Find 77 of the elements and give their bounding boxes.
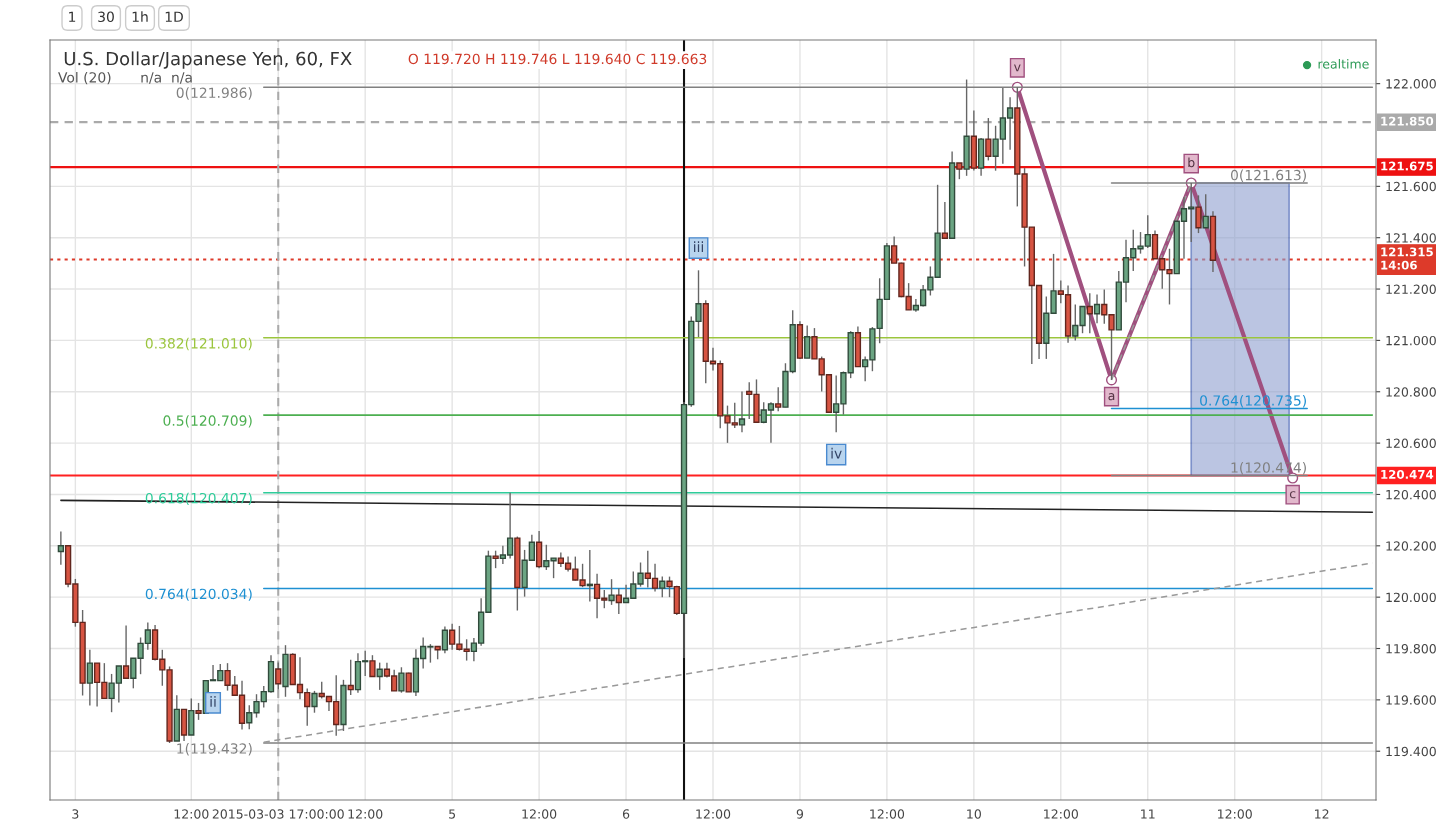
candlestick [86,649,94,707]
candlestick [659,575,666,598]
x-tick-label: 12:00 [522,809,557,819]
ref-line-label: 120.474 [1381,469,1434,479]
candlestick [122,624,130,679]
candlestick [608,578,615,606]
series-label: 1(119.432) [177,743,252,756]
y-tick-label: 120.600 [1386,438,1436,449]
candlestick [441,625,449,654]
candlestick [1086,292,1093,334]
series-label: 0(121.613) [1230,169,1306,182]
x-tick-label: 3 [72,809,79,819]
ref-line-label: 121.315 14:06 [1381,247,1433,270]
candlestick [738,390,746,434]
series-label: 0(121.986) [176,87,252,100]
text: 30 [98,11,114,23]
text: iii [694,241,703,252]
candlestick [405,671,412,693]
candlestick [57,530,65,566]
candlestick [275,661,282,691]
data-label: b [1188,157,1195,168]
candlestick [347,659,354,696]
text: ii [210,696,216,707]
candlestick [398,666,405,694]
x-tick-label: 12:00 [696,809,731,819]
candlestick [804,324,811,359]
candlestick [1093,293,1101,324]
text: 1D [165,11,183,22]
y-tick-label: 122.000 [1386,79,1436,89]
text: 1 [69,11,76,22]
candlestick [985,117,992,162]
y-tick-label: 119.400 [1386,746,1436,757]
x-tick-label: 5 [449,809,456,819]
data-label: c [1289,491,1296,499]
x-tick-label: 12:00 [870,809,905,819]
x-tick-label: 12:00 [174,809,209,819]
text: U.S. Dollar/Japanese Yen, 60, FX [64,51,352,69]
y-tick-label: 120.400 [1386,489,1436,500]
y-tick-label: 119.800 [1386,643,1436,654]
x-tick-label: 9 [796,809,804,819]
annotation: n/a n/a [141,72,192,84]
candlestick [615,587,622,615]
series-label: 0.382(121.010) [145,337,252,351]
ref-line-label: 121.675 [1381,161,1433,171]
ref-line-label: 121.850 [1381,116,1434,126]
candlestick [369,654,376,678]
candlestick [941,201,949,239]
series-label: 0.764(120.034) [145,588,252,601]
x-tick-label: 12:00 [1044,809,1078,819]
y-tick-label: 121.400 [1386,233,1436,243]
data-label: a [1108,393,1115,401]
y-tick-label: 121.600 [1386,181,1436,192]
y-tick-label: 120.000 [1386,592,1436,603]
x-tick-label: 12:00 [348,809,383,819]
candlestick [1195,194,1202,234]
text: O 119.720 H 119.746 L 119.640 C 119.663 [408,53,707,65]
candlestick [376,661,383,691]
annotation: realtime [1318,59,1369,69]
y-tick-label: 119.600 [1386,695,1436,705]
text: 1h [132,11,148,22]
y-tick-label: 120.200 [1386,541,1436,551]
data-label: v [1014,64,1021,72]
series-label: 0.5(120.709) [163,415,252,428]
x-tick-label: 12 [1315,809,1329,819]
x-tick-label: 10 [967,809,981,819]
y-tick-label: 121.000 [1386,335,1436,346]
text: iv [831,447,842,459]
candlestick [311,690,318,714]
x-tick-label: 6 [622,809,630,819]
y-tick-label: 121.200 [1386,284,1436,294]
x-tick-label: 2015-03-03 17:00:00 [212,809,344,819]
candlestick [775,386,782,412]
candlestick [1202,193,1209,229]
x-tick-label: 11 [1141,809,1155,819]
x-tick-label: 12:00 [1218,809,1252,819]
annotation: Vol (20) [58,71,111,85]
y-tick-label: 120.800 [1386,387,1436,397]
